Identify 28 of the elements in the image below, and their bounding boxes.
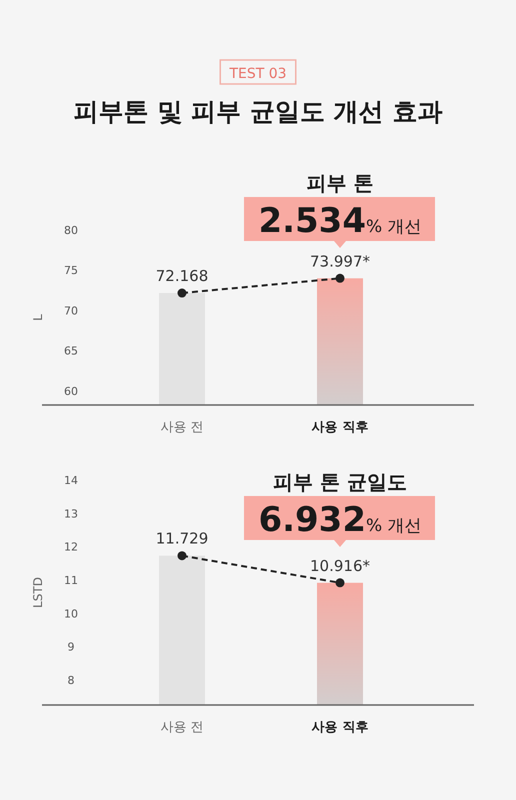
data-label: 72.168 [156, 267, 208, 286]
y-tick-label: 80 [64, 224, 78, 237]
annotation: 2.534% 개선 [258, 201, 422, 241]
y-tick-label: 60 [64, 384, 78, 398]
x-tick-label: 사용 직후 [312, 420, 368, 435]
y-tick-label: 10 [64, 607, 78, 620]
annotation: 6.932% 개선 [258, 500, 422, 540]
y-tick-label: 11 [64, 574, 78, 587]
data-label: 10.916* [310, 556, 370, 575]
y-tick-label: 70 [64, 304, 78, 318]
text: 피부톤 및 피부 균일도 개선 효과 [74, 97, 442, 126]
x-tick-label: 사용 전 [160, 720, 204, 735]
y-tick-label: 8 [68, 674, 74, 687]
data-label: 11.729 [156, 530, 208, 548]
x-tick-label: 사용 전 [160, 420, 204, 435]
text: TEST 03 [228, 66, 287, 82]
y-axis-title: L [31, 314, 45, 321]
data-label: 73.997* [310, 252, 370, 270]
y-tick-label: 9 [68, 640, 74, 654]
chart-title: 피부 톤 균일도 [273, 470, 407, 494]
y-tick-label: 12 [64, 540, 78, 554]
chart-title: 피부 톤 [306, 171, 374, 195]
x-tick-label: 사용 직후 [312, 720, 368, 735]
y-axis-title: LSTD [31, 577, 45, 608]
y-tick-label: 65 [64, 344, 78, 358]
y-tick-label: 13 [64, 507, 78, 520]
y-tick-label: 14 [64, 474, 78, 487]
y-tick-label: 75 [64, 264, 78, 278]
